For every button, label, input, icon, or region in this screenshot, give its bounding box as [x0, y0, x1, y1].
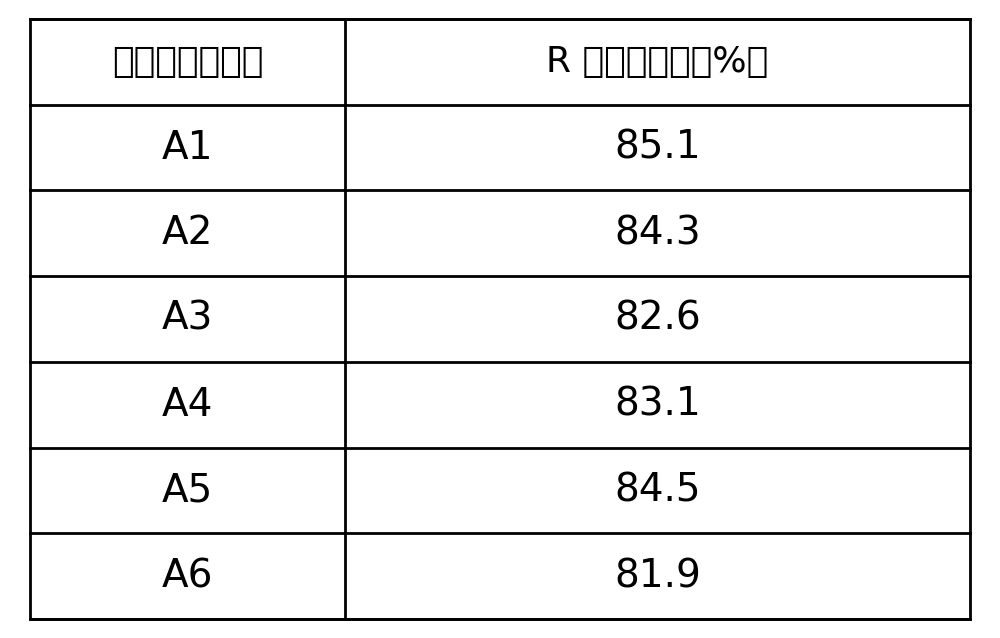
Text: A2: A2 [162, 214, 213, 252]
Text: R 容量保持率（%）: R 容量保持率（%） [546, 45, 769, 79]
Text: A1: A1 [162, 129, 213, 167]
Text: 81.9: 81.9 [614, 557, 701, 595]
Text: A6: A6 [162, 557, 213, 595]
Text: 锂离子电池编号: 锂离子电池编号 [112, 45, 263, 79]
Text: A3: A3 [162, 300, 213, 338]
Text: A4: A4 [162, 386, 213, 424]
Text: 84.5: 84.5 [614, 471, 701, 509]
Text: A5: A5 [162, 471, 213, 509]
Text: 84.3: 84.3 [614, 214, 701, 252]
Text: 82.6: 82.6 [614, 300, 701, 338]
Text: 83.1: 83.1 [614, 386, 701, 424]
Text: 85.1: 85.1 [614, 129, 701, 167]
